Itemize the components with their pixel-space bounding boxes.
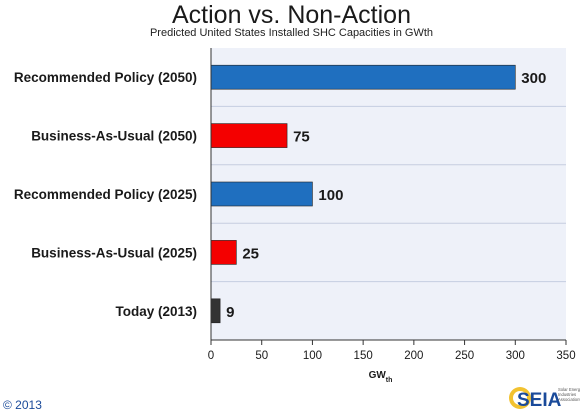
x-tick-label-6: 300 bbox=[506, 350, 525, 362]
x-axis-title: GWth bbox=[369, 370, 393, 384]
x-tick-label-5: 250 bbox=[455, 350, 474, 362]
x-tick-label-7: 350 bbox=[556, 350, 575, 362]
x-tick-label-0: 0 bbox=[208, 350, 214, 362]
category-label-2: Recommended Policy (2025) bbox=[14, 187, 197, 202]
seia-logo: SEIA Solar Energy Industries Association… bbox=[509, 387, 580, 411]
category-label-4: Today (2013) bbox=[115, 304, 197, 319]
x-tick-label-1: 50 bbox=[255, 350, 268, 362]
x-tick-label-4: 200 bbox=[404, 350, 423, 362]
value-label-0: 300 bbox=[521, 70, 546, 87]
category-label-3: Business-As-Usual (2025) bbox=[31, 245, 197, 260]
x-tick-label-2: 100 bbox=[303, 350, 322, 362]
logo-tagline-line1: Solar Energy bbox=[558, 387, 580, 392]
bar-1 bbox=[210, 123, 288, 148]
logo-tagline-line2: Industries bbox=[558, 392, 576, 397]
value-label-3: 25 bbox=[242, 245, 259, 262]
svg-text:Solar Energy Industries: Solar Energy Industries Association® bbox=[558, 387, 580, 402]
category-label-1: Business-As-Usual (2050) bbox=[31, 129, 197, 144]
category-label-0: Recommended Policy (2050) bbox=[14, 70, 197, 85]
bar-3 bbox=[210, 240, 237, 265]
logo-tagline-line3: Association® bbox=[558, 397, 580, 402]
value-label-4: 9 bbox=[226, 304, 234, 321]
chart-subtitle: Predicted United States Installed SHC Ca… bbox=[149, 27, 434, 39]
chart-title: Action vs. Non-Action bbox=[172, 1, 411, 29]
value-label-1: 75 bbox=[293, 129, 310, 146]
bar-0 bbox=[210, 64, 516, 90]
logo-wordmark: SEIA bbox=[517, 390, 562, 411]
bar-4 bbox=[210, 298, 221, 324]
value-label-2: 100 bbox=[318, 187, 343, 204]
bar-2 bbox=[210, 181, 313, 207]
x-tick-label-3: 150 bbox=[354, 350, 373, 362]
copyright-text: © 2013 bbox=[3, 398, 42, 412]
